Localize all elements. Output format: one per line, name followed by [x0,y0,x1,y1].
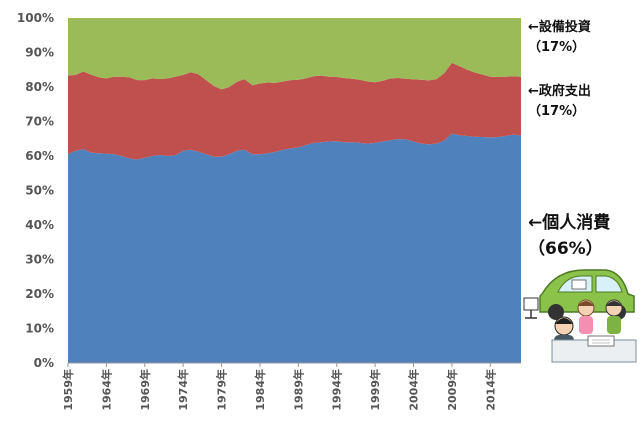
x-tick-label: 2004年 [407,369,421,411]
x-tick-label: 1979年 [215,369,229,411]
y-tick-label: 30% [25,253,54,267]
desk-icon [551,335,637,363]
capex-share: （17%） [528,40,586,55]
y-tick-label: 10% [25,322,54,336]
consumption-share: （66%） [528,239,603,259]
area-series-2 [68,18,521,90]
gov-label: ←政府支出 [528,84,591,99]
price-sign-icon [523,297,539,319]
car-dealer-illustration [523,269,637,363]
y-tick-label: 90% [25,46,54,60]
x-tick-label: 1994年 [330,369,344,411]
x-tick-label: 1989年 [291,369,305,411]
gov-annotation: ←政府支出 （17%） [528,82,591,122]
area-series-group [68,18,521,363]
x-tick-label: 2009年 [445,369,459,411]
x-tick-label: 1959年 [61,369,75,411]
child-icon [577,299,595,334]
y-tick-label: 50% [25,184,54,198]
y-tick-label: 100% [17,11,54,25]
area-series-1 [68,62,521,160]
x-tick-label: 1969年 [138,369,152,411]
x-axis: 1959年 1964年 1969年 1974年 1979年 1984年 1989年 1994年… [61,362,521,411]
y-tick-label: 70% [25,115,54,129]
boy-icon [605,299,623,334]
y-tick-label: 0% [34,356,54,370]
y-tick-label: 80% [25,80,54,94]
capex-label: ←設備投資 [528,20,591,35]
y-axis: 0% 10% 20% 30% 40% 50% 60% 70% 80% 90% 100% [17,11,54,370]
x-tick-label: 1984年 [253,369,267,411]
capex-annotation: ←設備投資 （17%） [528,18,591,58]
x-tick-label: 1964年 [99,369,113,411]
y-tick-label: 40% [25,218,54,232]
y-tick-label: 60% [25,149,54,163]
x-tick-label: 2014年 [483,369,497,411]
consumption-annotation: ←個人消費 （66%） [528,210,610,262]
y-tick-label: 20% [25,287,54,301]
x-tick-label: 1999年 [368,369,382,411]
consumption-label: ←個人消費 [528,213,611,233]
gov-share: （17%） [528,104,586,119]
x-tick-label: 1974年 [176,369,190,411]
area-series-0 [68,133,521,363]
